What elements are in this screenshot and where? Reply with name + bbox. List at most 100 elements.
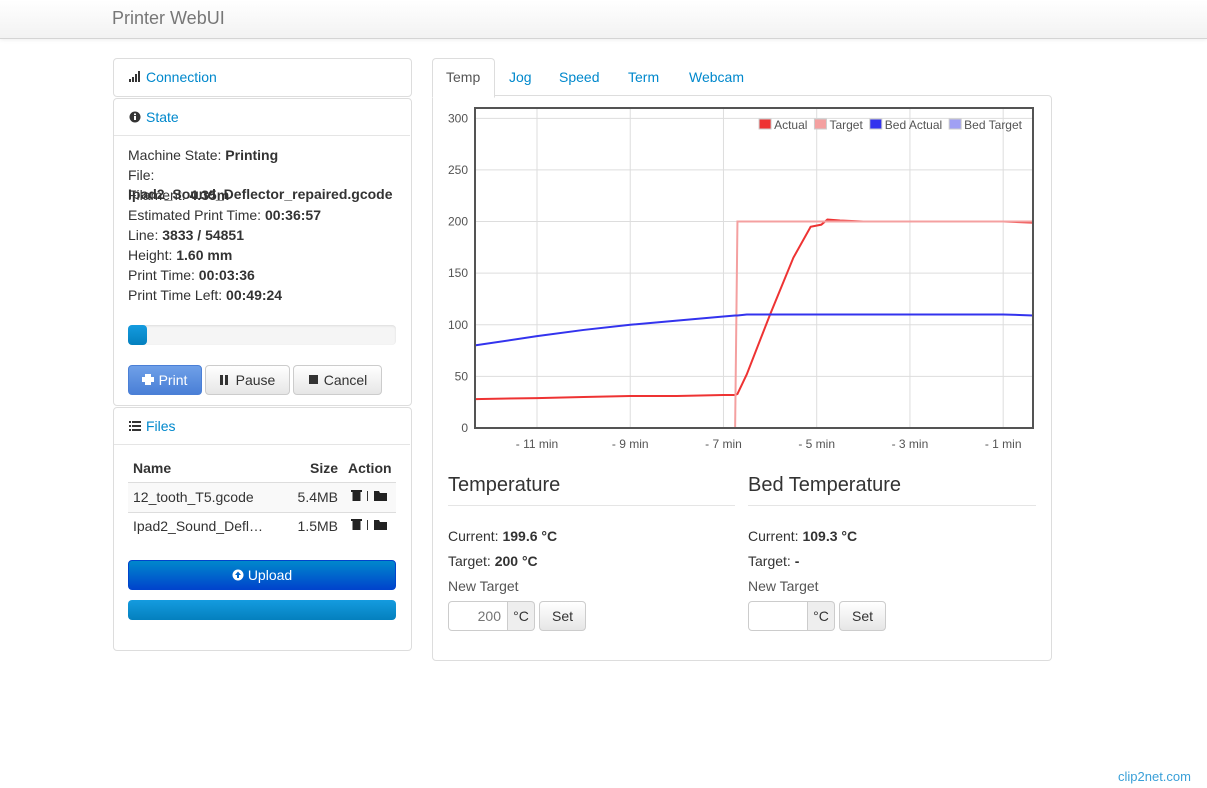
tab[interactable]: Term <box>628 69 660 85</box>
y-tick-label: 200 <box>448 215 468 229</box>
cancel-button[interactable]: Cancel <box>293 365 382 395</box>
table-row <box>128 482 396 513</box>
section-title: Bed Temperature <box>748 474 902 496</box>
label: Filament: <box>128 187 186 203</box>
files-title[interactable]: Files <box>146 418 176 434</box>
unit-addon: °C <box>508 601 535 631</box>
new-target-label: New Target <box>448 578 519 594</box>
state-panel <box>113 98 412 406</box>
legend-label: Actual <box>774 118 807 132</box>
info-icon <box>129 111 141 123</box>
upload-progress <box>128 600 396 620</box>
print-button[interactable]: Print <box>128 365 202 395</box>
delete-icon[interactable] <box>351 519 362 530</box>
print-icon <box>142 374 154 385</box>
file-actions <box>351 490 387 530</box>
divider <box>448 505 735 506</box>
label: File: <box>128 167 155 183</box>
unit-addon: °C <box>808 601 835 631</box>
y-tick-label: 150 <box>448 266 468 280</box>
label: Machine State: <box>128 147 222 163</box>
upload-button[interactable]: Upload <box>128 560 396 590</box>
y-tick-label: 300 <box>448 111 468 125</box>
target-temp: Target: - <box>748 553 799 569</box>
value: 00:49:24 <box>226 287 283 303</box>
watermark: clip2net.com <box>1118 769 1191 784</box>
target-input[interactable] <box>448 601 508 631</box>
x-tick-label: - 7 min <box>705 437 742 451</box>
value: 00:03:36 <box>198 267 255 283</box>
value: 199.6 °C <box>502 528 558 544</box>
divider <box>748 505 1036 506</box>
current-temp: Current: 109.3 °C <box>748 528 857 544</box>
state-field: Machine State: Printing <box>128 147 278 163</box>
pause-button[interactable]: Pause <box>205 365 290 395</box>
state-field: Filament: 4.35m <box>128 187 229 203</box>
load-icon[interactable] <box>374 520 387 530</box>
file-name[interactable]: 12_tooth_T5.gcode <box>133 489 254 505</box>
label: Print Time: <box>128 267 195 283</box>
set-button[interactable]: Set <box>539 601 586 631</box>
target-temp: Target: 200 °C <box>448 553 538 569</box>
navbar <box>0 0 1207 39</box>
legend-swatch <box>758 118 772 130</box>
file-size: 5.4MB <box>297 489 338 505</box>
divider <box>114 135 410 136</box>
label: Current: <box>448 528 499 544</box>
x-tick-label: - 5 min <box>798 437 835 451</box>
tab[interactable]: Temp <box>446 69 481 85</box>
plot-area <box>475 108 1033 428</box>
current-temp: Current: 199.6 °C <box>448 528 557 544</box>
label: Height: <box>128 247 173 263</box>
button-label: Pause <box>235 372 276 388</box>
progress-track <box>128 325 396 345</box>
tab[interactable]: Speed <box>559 69 600 85</box>
label: Estimated Print Time: <box>128 207 262 223</box>
value: - <box>794 553 800 569</box>
button-label: Upload <box>247 567 293 583</box>
value: 109.3 °C <box>802 528 858 544</box>
delete-icon[interactable] <box>351 490 362 501</box>
tab[interactable]: Webcam <box>689 69 744 85</box>
state-field: Print Time: 00:03:36 <box>128 267 255 283</box>
label: Target: <box>748 553 791 569</box>
file-name: Ipad2_Sound_Deflector_repaired.gcode <box>128 186 393 202</box>
file-name[interactable]: Ipad2_Sound_Defl… <box>133 518 263 534</box>
value: 00:36:57 <box>264 207 321 223</box>
state-title[interactable]: State <box>146 109 179 125</box>
brand[interactable]: Printer WebUI <box>112 8 225 28</box>
column-header: Size <box>309 460 338 476</box>
divider <box>114 444 410 445</box>
pause-icon <box>220 375 228 385</box>
connection-title[interactable]: Connection <box>146 69 217 85</box>
x-tick-label: - 9 min <box>612 437 649 451</box>
separator <box>367 491 368 501</box>
label: Current: <box>748 528 799 544</box>
button-label: Print <box>158 372 188 388</box>
legend-label: Bed Target <box>964 118 1022 132</box>
column-header: Name <box>133 460 172 476</box>
legend-swatch <box>948 118 962 130</box>
state-field: Line: 3833 / 54851 <box>128 227 244 243</box>
series-line <box>474 313 1034 347</box>
progress-bar <box>128 325 147 345</box>
y-tick-label: 50 <box>455 369 469 383</box>
value: 3833 / 54851 <box>162 227 244 243</box>
target-input[interactable] <box>748 601 808 631</box>
plot-border <box>474 107 1034 429</box>
temperature-chart: 0 50 100 150 200 250 300 - 11 min - 9 min - 7 min… <box>448 107 1034 451</box>
label: Target: <box>448 553 491 569</box>
value: 200 °C <box>494 553 538 569</box>
x-tick-label: - 11 min <box>516 437 558 451</box>
label: Line: <box>128 227 159 243</box>
set-button[interactable]: Set <box>839 601 886 631</box>
value: Printing <box>225 147 279 163</box>
legend-label: Bed Actual <box>885 118 942 132</box>
state-field: Print Time Left: 00:49:24 <box>128 287 282 303</box>
tab[interactable]: Jog <box>509 69 532 85</box>
load-icon[interactable] <box>374 491 387 501</box>
x-tick-label: - 3 min <box>892 437 929 451</box>
list-icon <box>129 421 141 431</box>
state-field: File: <box>128 167 154 183</box>
